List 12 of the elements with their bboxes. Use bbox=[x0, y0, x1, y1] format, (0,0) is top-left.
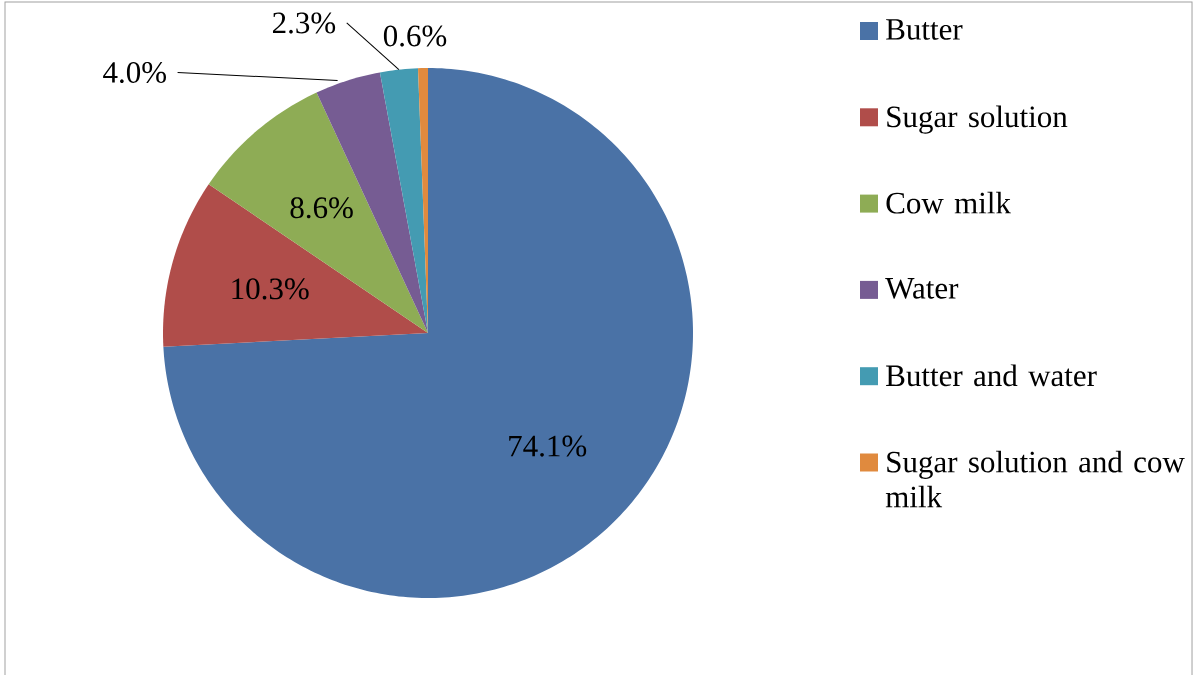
data-label: 0.6% bbox=[383, 25, 447, 47]
legend-label: Sugar solution and cow milk bbox=[885, 450, 1185, 508]
legend-label: Water bbox=[885, 278, 959, 299]
data-label: 10.3% bbox=[232, 278, 309, 300]
data-label: 4.0% bbox=[103, 61, 167, 84]
legend-label: Butter and water bbox=[886, 364, 1097, 387]
data-label: 8.6% bbox=[290, 197, 353, 219]
data-label: 2.3% bbox=[272, 12, 336, 34]
legend-label: Butter bbox=[886, 19, 963, 40]
data-label: 74.1% bbox=[509, 435, 587, 457]
legend-label: Sugar solution bbox=[887, 105, 1068, 134]
legend-label: Cow milk bbox=[886, 191, 1011, 214]
